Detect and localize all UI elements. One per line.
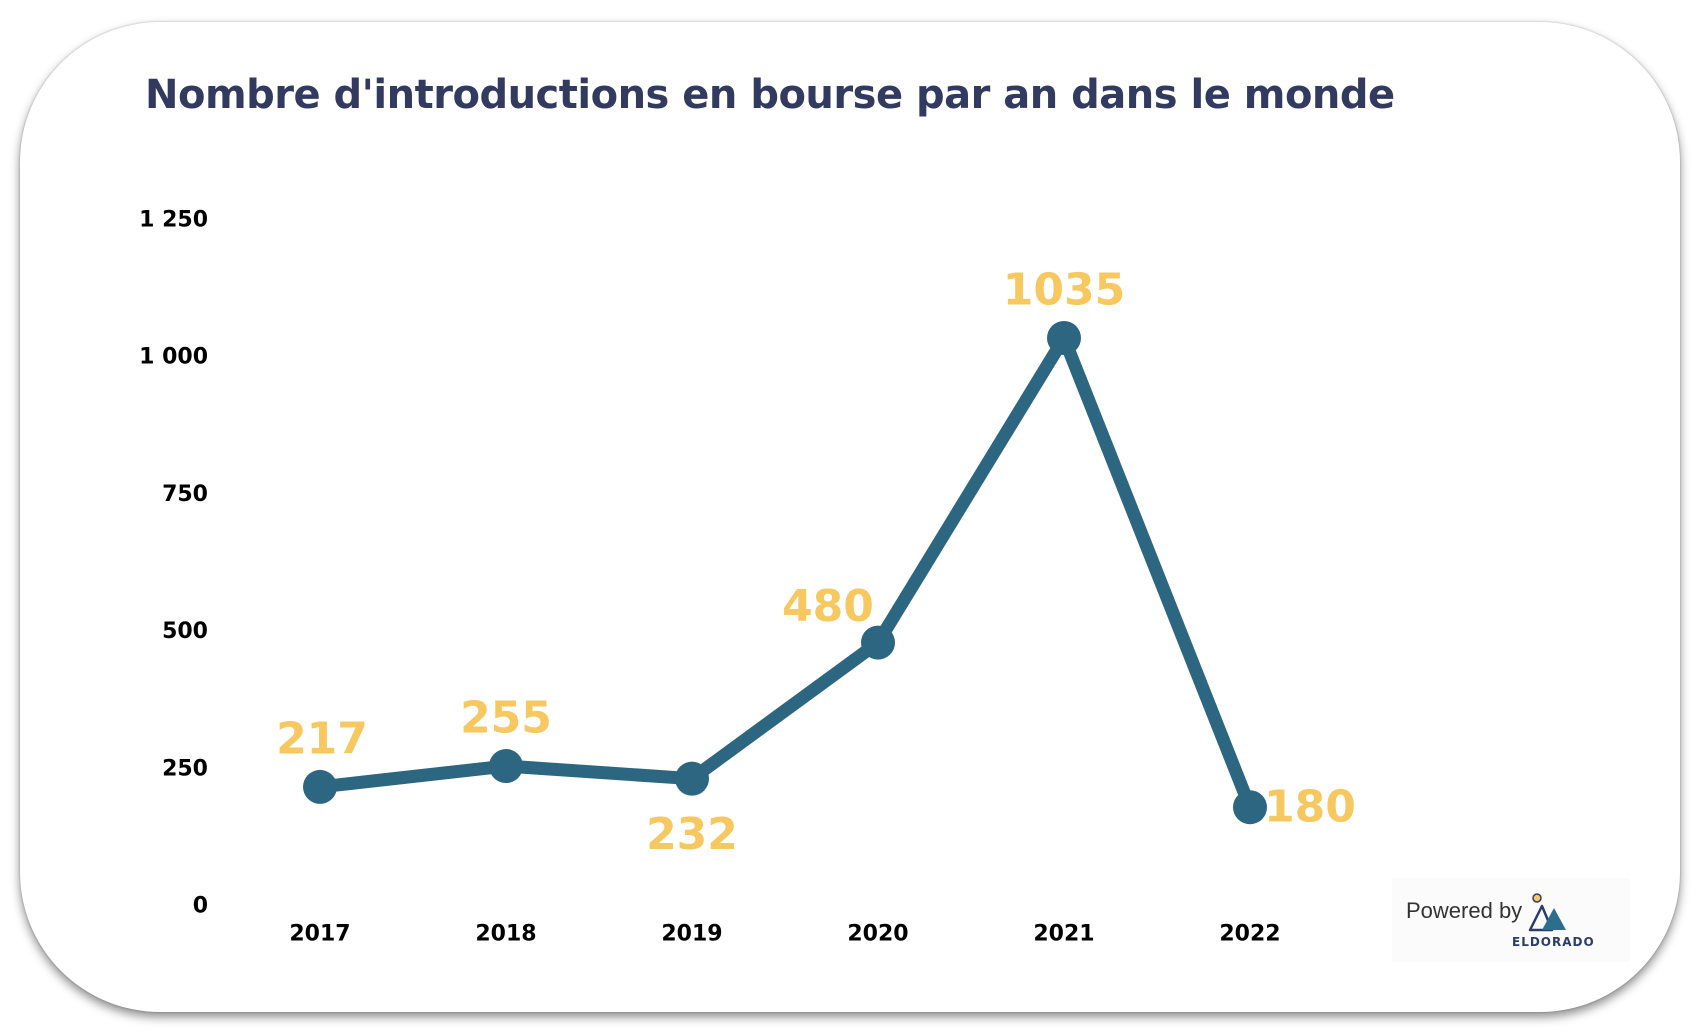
x-tick-label: 2020 bbox=[847, 922, 908, 947]
data-point bbox=[303, 769, 337, 804]
powered-by-badge bbox=[1392, 878, 1630, 962]
y-tick-label: 500 bbox=[162, 619, 208, 644]
data-label: 480 bbox=[782, 581, 874, 632]
y-tick-label: 1 250 bbox=[139, 208, 208, 233]
x-tick-label: 2018 bbox=[475, 922, 536, 947]
x-tick-label: 2021 bbox=[1033, 922, 1094, 947]
chart-title: Nombre d'introductions en bourse par an … bbox=[145, 72, 1395, 118]
x-tick-label: 2019 bbox=[661, 922, 722, 947]
data-label: 1035 bbox=[1003, 264, 1125, 315]
brand-logo-text: ELDORADO bbox=[1512, 935, 1595, 949]
data-point bbox=[1047, 320, 1081, 355]
data-label: 232 bbox=[646, 809, 738, 860]
data-point bbox=[861, 625, 895, 660]
data-point bbox=[1233, 790, 1267, 825]
powered-by-text: Powered by bbox=[1406, 898, 1523, 923]
y-tick-label: 1 000 bbox=[139, 345, 208, 370]
data-label: 217 bbox=[276, 713, 368, 764]
data-label: 180 bbox=[1264, 782, 1356, 833]
x-tick-label: 2022 bbox=[1219, 922, 1280, 947]
x-tick-label: 2017 bbox=[289, 922, 350, 947]
series-line bbox=[313, 331, 1257, 814]
mountain-sun-icon bbox=[1528, 893, 1566, 932]
data-point bbox=[489, 749, 523, 784]
chart-card bbox=[20, 22, 1680, 1012]
y-tick-label: 250 bbox=[162, 756, 208, 781]
y-tick-label: 0 bbox=[193, 894, 208, 919]
data-label: 255 bbox=[460, 693, 552, 744]
y-tick-label: 750 bbox=[162, 482, 208, 507]
data-point bbox=[675, 761, 709, 796]
